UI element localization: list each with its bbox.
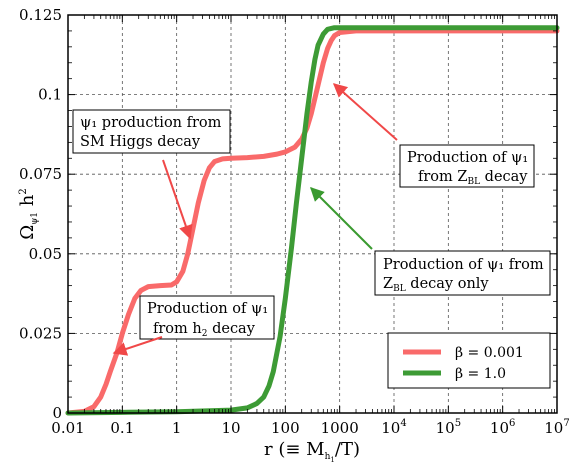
series-line-beta-1 <box>65 25 560 416</box>
y-tick-label: 0.1 <box>38 86 62 104</box>
annotation-sm-higgs-line1: ψ₁ production from <box>80 115 222 131</box>
annotation-zbl-only-line2: ZBL decay only <box>383 276 489 294</box>
x-tick-label: 105 <box>436 418 461 437</box>
grid <box>68 15 557 413</box>
ticks <box>67 14 558 414</box>
annotation-zbl-decay: Production of ψ₁ from ZBL decay <box>332 83 535 188</box>
legend-label-beta-1: β = 1.0 <box>455 366 506 382</box>
annotation-sm-higgs-line2: SM Higgs decay <box>80 134 201 150</box>
x-tick-label: 1000 <box>321 419 359 437</box>
plot-frame <box>67 14 558 414</box>
y-tick-label: 0.025 <box>19 324 62 342</box>
x-tick-label: 10 <box>221 419 240 437</box>
y-tick-label: 0.05 <box>29 245 62 263</box>
x-tick-labels: 0.01 0.1 1 10 100 1000 104 105 106 107 <box>51 418 569 437</box>
legend-label-beta-0001: β = 0.001 <box>455 345 524 361</box>
x-tick-label: 0.01 <box>51 419 84 437</box>
annotation-zbl-only-line1: Production of ψ₁ from <box>383 257 544 273</box>
x-tick-label: 106 <box>490 418 515 437</box>
x-tick-label: 104 <box>381 418 406 437</box>
y-tick-label: 0.075 <box>19 165 62 183</box>
y-tick-label: 0 <box>52 404 62 422</box>
y-tick-labels: 0 0.025 0.05 0.075 0.1 0.125 <box>19 6 62 422</box>
x-tick-label: 107 <box>544 418 569 437</box>
x-axis-label: r (≡ Mh1/T) <box>264 439 360 463</box>
annotation-h2-line1: Production of ψ₁ <box>147 301 268 317</box>
annotation-h2-line2: from h2 decay <box>153 321 256 339</box>
y-tick-label: 0.125 <box>19 6 62 24</box>
annotation-zbl-line1: Production of ψ₁ <box>407 150 528 166</box>
annotation-zbl-line2: from ZBL decay <box>418 169 528 187</box>
y-axis-label: Ωψ1 h2 <box>17 188 40 239</box>
annotation-h2-decay: Production of ψ₁ from h2 decay <box>112 295 275 356</box>
x-tick-label: 0.1 <box>110 419 134 437</box>
annotation-sm-higgs: ψ₁ production from SM Higgs decay <box>72 109 231 240</box>
legend: β = 0.001 β = 1.0 <box>387 332 551 389</box>
x-tick-label: 1 <box>172 419 182 437</box>
x-tick-label: 100 <box>271 419 300 437</box>
annotation-zbl-only: Production of ψ₁ from ZBL decay only <box>310 187 551 296</box>
